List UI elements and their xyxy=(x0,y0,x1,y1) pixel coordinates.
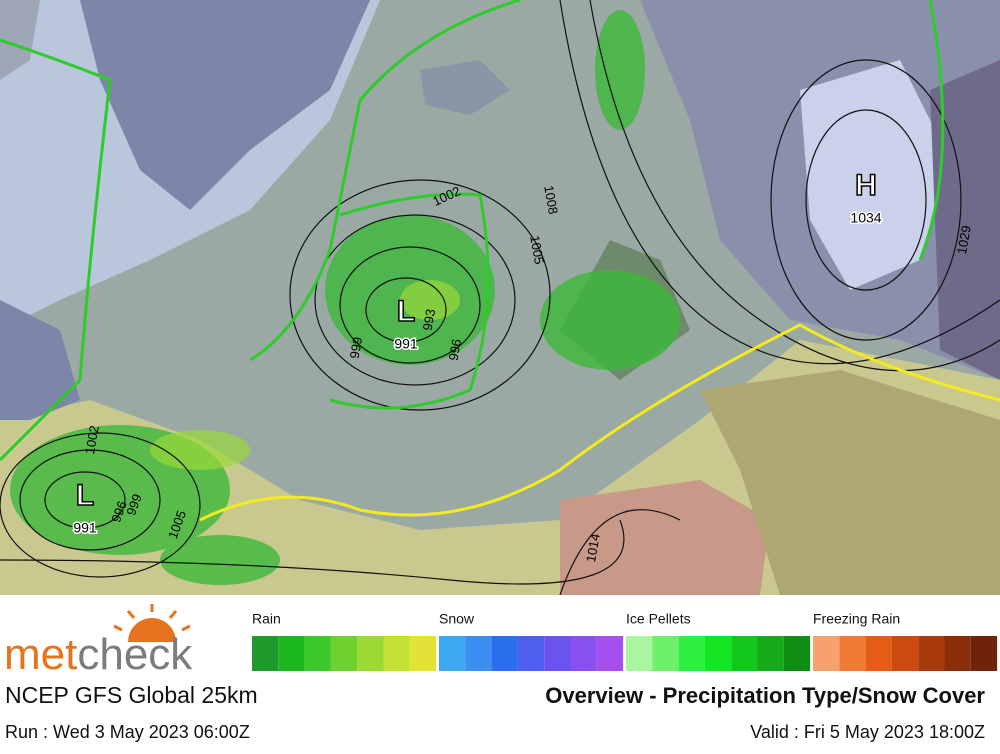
legend-swatch xyxy=(596,636,624,671)
legend-swatch xyxy=(757,636,784,671)
legend-label: Freezing Rain xyxy=(813,611,900,627)
logo-part: met xyxy=(4,630,77,679)
isobars xyxy=(0,0,1000,596)
isobar-label: 1014 xyxy=(583,532,603,563)
legend-swatch xyxy=(704,636,732,671)
legend-swatch xyxy=(252,636,279,671)
valid-time: Valid : Fri 5 May 2023 18:00Z xyxy=(750,722,985,742)
legend-swatch xyxy=(439,636,466,671)
isobar-label: 1029 xyxy=(954,224,974,255)
legend-swatch xyxy=(731,636,758,671)
isobar-label: 999 xyxy=(347,336,366,360)
legend-swatch xyxy=(278,636,305,671)
legend-swatch xyxy=(626,636,653,671)
logo-part: check xyxy=(77,630,193,679)
legend-label: Snow xyxy=(439,611,475,627)
legend: Rain Snow Ice Pellets Freezing Rain xyxy=(252,611,998,671)
footer: metcheck NCEP GFS Global 25km Run : Wed … xyxy=(0,595,1000,749)
isobar-label: 1005 xyxy=(527,234,547,265)
legend-swatch xyxy=(491,636,518,671)
legend-swatch xyxy=(783,636,811,671)
legend-swatch xyxy=(409,636,437,671)
legend-swatch xyxy=(383,636,410,671)
pressure-symbol: H xyxy=(855,169,877,202)
isobar-label: 999 xyxy=(123,492,145,518)
pressure-symbol: L xyxy=(397,295,415,328)
legend-swatch xyxy=(944,636,971,671)
legend-swatch xyxy=(970,636,998,671)
legend-label: Ice Pellets xyxy=(626,611,691,627)
legend-swatch xyxy=(357,636,384,671)
map-title: Overview - Precipitation Type/Snow Cover xyxy=(545,683,985,708)
isobar-label: 996 xyxy=(108,499,130,525)
legend-swatch xyxy=(517,636,545,671)
legend-swatch xyxy=(465,636,492,671)
legend-swatch xyxy=(865,636,892,671)
legend-swatch xyxy=(570,636,597,671)
isobar-label: 993 xyxy=(420,308,439,332)
legend-label: Rain xyxy=(252,611,281,627)
isobar-label: 1002 xyxy=(82,424,102,455)
legend-swatch xyxy=(652,636,679,671)
legend-swatch xyxy=(544,636,571,671)
pressure-value: 991 xyxy=(394,336,418,352)
pressure-value: 1034 xyxy=(850,210,881,226)
isobar-label: 996 xyxy=(446,338,465,362)
legend-swatch xyxy=(304,636,331,671)
logo: metcheck xyxy=(4,630,193,679)
pressure-value: 991 xyxy=(73,520,97,536)
legend-swatch xyxy=(813,636,840,671)
model: NCEP GFS Global 25km xyxy=(5,682,258,708)
legend-swatch xyxy=(839,636,866,671)
legend-swatch xyxy=(678,636,705,671)
legend-swatch xyxy=(918,636,945,671)
run-time: Run : Wed 3 May 2023 06:00Z xyxy=(5,722,250,742)
pressure-symbol: L xyxy=(76,479,94,512)
legend-swatch xyxy=(330,636,358,671)
logo-sun xyxy=(113,604,191,642)
isobar-label: 1008 xyxy=(541,184,561,215)
legend-swatch xyxy=(891,636,919,671)
